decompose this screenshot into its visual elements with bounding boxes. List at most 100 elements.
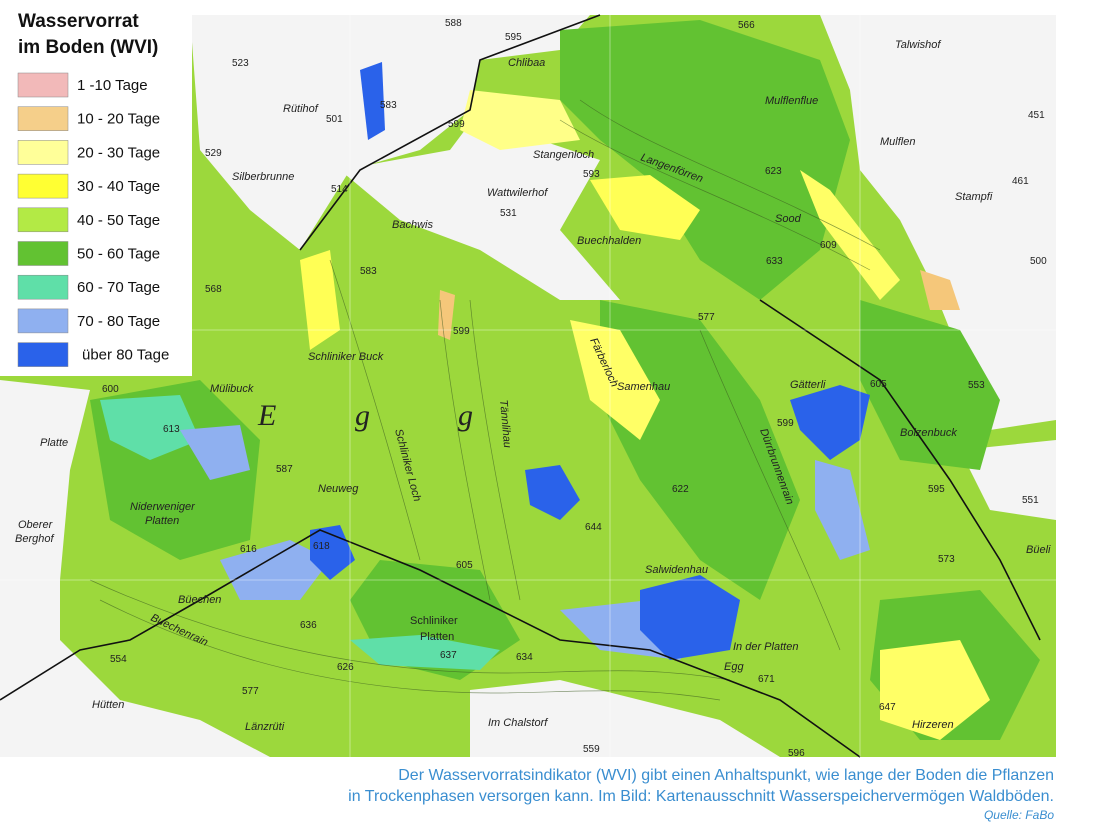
zone-70-80 [815,460,870,560]
legend-label: 20 - 30 Tage [77,144,160,161]
elevation-label: 568 [205,284,222,295]
legend-label: 60 - 70 Tage [77,279,160,296]
place-name: Gätterli [790,379,826,391]
caption: Der Wasservorratsindikator (WVI) gibt ei… [348,767,1054,822]
elevation-label: 551 [1022,495,1039,506]
zone-over-80 [525,465,580,520]
elevation-label: 529 [205,148,222,159]
open-land [340,110,620,300]
zone-over-80 [640,575,740,660]
elevation-label: 583 [360,266,377,277]
map-letter: E [257,399,276,432]
legend-label: 30 - 40 Tage [77,178,160,195]
map: Rütihof Silberbrunne Bachwis Wattwilerhof St… [0,14,1056,759]
elevation-label: 616 [240,544,257,555]
legend-label: 40 - 50 Tage [77,212,160,229]
border [299,14,601,251]
place-name: Wattwilerhof [487,187,548,199]
zone-50-60 [560,20,850,300]
legend-swatch [17,241,69,266]
elevation-label: 583 [380,100,397,111]
legend-label: 50 - 60 Tage [77,246,160,263]
place-name: Hirzeren [912,719,954,731]
place-name: Büeli [1026,544,1051,556]
legend-swatch [17,106,69,131]
legend-items: 1 -10 Tage 10 - 20 Tage 20 - 30 Tage 30 - 4… [17,72,169,367]
elevation-label: 573 [938,554,955,565]
place-name: In der Platten [733,641,798,653]
elevation-label: 553 [968,380,985,391]
elevations: 588 595 566 523 501 529 514 531 593 583 599 623 633 6… [102,18,1047,759]
place-name: Samenhau [617,381,670,393]
zone-50-60 [860,300,1000,470]
place-name: Silberbrunne [232,171,294,183]
elevation-label: 626 [337,662,354,673]
contour [699,329,841,651]
legend-swatch [17,173,69,199]
elevation-label: 554 [110,654,127,665]
legend-title: Wasservorrat [18,11,139,32]
elevation-label: 500 [1030,256,1047,267]
place-name: Mulflen [880,136,915,148]
place-name: Büechen [178,594,221,606]
place-name: Buechhalden [577,235,641,247]
place-name: Sood [775,213,802,225]
elevation-label: 644 [585,522,602,533]
elevation-label: 671 [758,674,775,685]
place-name: Rütihof [283,103,319,115]
elevation-label: 636 [300,620,317,631]
contour [579,99,881,251]
elevation-label: 637 [440,650,457,661]
zone-30-40 [590,175,700,240]
place-name: Bolzenbuck [900,427,957,439]
place-name: Mülibuck [210,383,254,395]
zone-20-30 [460,90,580,150]
zone-10-20 [920,270,960,310]
open-land [470,680,780,757]
zone-60-70 [350,635,500,670]
map-letter: g [355,399,370,432]
zone-over-80 [790,385,870,460]
elevation-label: 587 [276,464,293,475]
place-name: Stampfi [955,191,993,203]
zone-30-40 [880,640,990,740]
place-name: Platten [420,631,454,643]
contour [329,259,421,561]
place-name: Neuweg [318,483,359,495]
zone-over-80 [360,62,385,140]
open-land [190,15,590,250]
elevation-label: 531 [500,208,517,219]
contour [439,299,491,601]
place-name: Im Chalstorf [488,717,548,729]
elevation-label: 451 [1028,110,1045,121]
elevation-label: 501 [326,114,343,125]
elevation-label: 596 [788,748,805,759]
elevation-label: 595 [928,484,945,495]
road [0,529,861,758]
elevation-label: 599 [453,326,470,337]
place-name: Mulflenflue [765,95,818,107]
elevation-label: 593 [583,169,600,180]
zone-30-40 [300,250,340,350]
legend-swatch [17,207,69,233]
elevation-label: 577 [698,312,715,323]
elevation-label: 605 [870,379,887,390]
legend-label: über 80 Tage [82,347,169,364]
legend-label: 1 -10 Tage [77,77,148,94]
place-name: Egg [724,661,744,673]
open-land [960,440,1056,520]
open-land [820,15,1056,430]
place-name: Schliniker Buck [308,351,384,363]
contour [99,599,721,701]
elevation-label: 647 [879,702,896,713]
elevation-label: 514 [331,184,348,195]
place-name: Oberer [18,519,54,531]
zone-60-70 [100,395,200,460]
elevation-label: 613 [163,424,180,435]
elevation-label: 633 [766,256,783,267]
elevation-label: 623 [765,166,782,177]
contour [89,579,731,681]
legend-swatch [17,140,69,165]
place-name: Schliniker [410,615,458,627]
